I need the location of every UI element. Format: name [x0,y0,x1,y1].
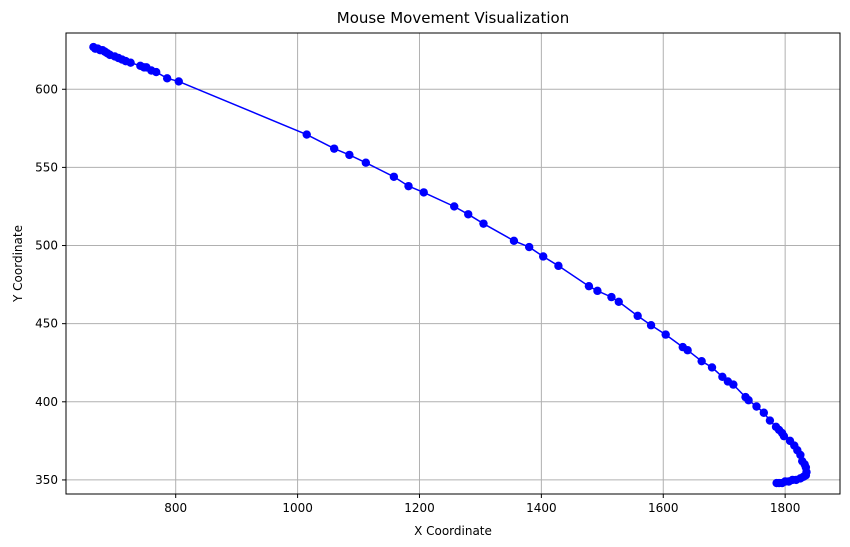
x-tick-label: 1600 [648,501,679,515]
x-tick-label: 1800 [770,501,801,515]
grid-lines [66,33,840,494]
x-tick-label: 1200 [404,501,435,515]
x-axis-label: X Coordinate [414,524,492,538]
y-tick-label: 600 [35,82,58,96]
data-point [464,210,473,219]
data-point [697,356,706,366]
data-point [765,416,775,425]
data-point [614,297,623,306]
data-point [345,150,354,160]
data-point [174,77,183,86]
y-tick-label: 550 [35,160,58,174]
data-point [646,321,656,330]
data-point [707,363,717,372]
data-point [509,236,519,246]
data-point [607,292,616,302]
y-tick-label: 450 [35,317,58,331]
data-point [361,158,371,167]
x-tick-label: 1400 [526,501,557,515]
series-line [92,46,808,484]
data-point [329,144,339,153]
data-point [633,311,642,321]
data-point [683,346,692,355]
data-point [302,130,311,139]
data-point [479,219,488,228]
data-point [151,67,161,77]
data-point [779,431,789,441]
x-tick-label: 800 [164,501,187,515]
series-layer [89,42,811,488]
data-point [162,74,172,83]
data-point [554,261,563,271]
chart-title: Mouse Movement Visualization [337,9,569,27]
axis-ticks: 800 1000 1200 1400 1600 1800 350 400 450 500 550 60… [35,82,800,515]
data-point [419,188,428,197]
data-point [718,372,727,381]
y-tick-label: 500 [35,239,58,253]
plot-frame [65,32,841,495]
y-tick-label: 350 [35,473,58,487]
y-axis-label: Y Coordinate [11,225,25,303]
data-point [759,408,769,417]
data-point [744,396,753,405]
data-point [661,330,670,339]
data-point [752,402,761,411]
data-point [584,281,594,291]
data-point [389,172,399,181]
data-point [450,202,459,211]
data-point [404,181,413,191]
data-point [593,286,602,296]
y-tick-label: 400 [35,395,58,409]
data-point [524,242,534,252]
data-point [772,478,781,488]
data-point [729,380,738,389]
data-point [538,252,548,261]
x-tick-label: 1000 [282,501,313,515]
data-point [126,58,135,67]
